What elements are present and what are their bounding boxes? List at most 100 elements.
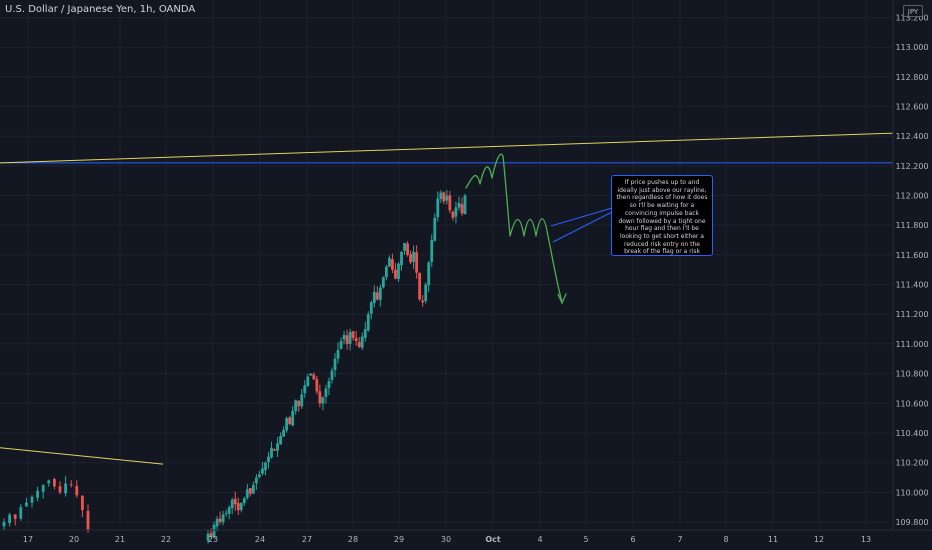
candle-body — [397, 263, 400, 279]
time-tick-label: 4 — [537, 535, 542, 544]
candle-body — [58, 486, 62, 493]
candle — [294, 399, 298, 415]
candle-body — [264, 462, 267, 470]
candle — [285, 416, 289, 433]
candle-body — [424, 284, 428, 301]
candle — [372, 285, 376, 308]
candle — [282, 426, 286, 438]
candle-body — [312, 374, 316, 380]
candle — [457, 196, 461, 211]
candle — [248, 487, 252, 497]
candle — [300, 388, 304, 409]
candle-body — [351, 331, 355, 338]
candle — [236, 497, 240, 515]
candle-body — [81, 495, 84, 511]
currency-badge[interactable]: JPY — [903, 5, 923, 17]
candle-body — [442, 192, 446, 202]
candle-body — [448, 195, 452, 211]
candle-body — [276, 443, 279, 451]
rising-trendline — [0, 132, 894, 164]
candle — [215, 515, 219, 532]
candle-body — [251, 484, 255, 494]
candle-body — [279, 435, 282, 445]
candle — [463, 193, 467, 215]
candle — [357, 336, 361, 349]
candle-body — [421, 300, 425, 303]
candle-body — [430, 240, 434, 262]
candle — [403, 242, 406, 255]
candle-body — [41, 484, 45, 492]
candle — [375, 286, 379, 301]
candle-body — [394, 269, 397, 279]
price-tick-label: 110.800 — [895, 370, 928, 379]
candle-body — [454, 207, 458, 217]
candle — [221, 510, 225, 526]
candle — [64, 476, 67, 497]
time-tick-label: 5 — [583, 535, 588, 544]
candles — [2, 190, 467, 544]
candle — [454, 201, 458, 224]
candle — [258, 471, 261, 479]
time-tick-label: 30 — [441, 535, 451, 544]
candle-body — [318, 391, 322, 404]
candle — [366, 311, 370, 332]
candle-body — [288, 417, 292, 425]
time-tick-label: 12 — [814, 535, 824, 544]
candle-body — [2, 522, 6, 527]
time-tick-label: 6 — [630, 535, 635, 544]
candle-body — [415, 252, 419, 273]
time-tick-label: 22 — [161, 535, 171, 544]
candle-body — [245, 489, 249, 498]
candle — [412, 245, 416, 269]
candle-body — [403, 243, 406, 251]
price-tick-label: 110.600 — [895, 399, 928, 408]
candle — [239, 502, 243, 513]
candle-body — [433, 217, 437, 241]
candle-body — [409, 254, 412, 263]
candle-body — [233, 498, 237, 505]
candle-body — [357, 341, 361, 347]
candle-body — [206, 533, 210, 541]
candle — [391, 253, 394, 274]
candle — [273, 448, 276, 451]
candle-body — [209, 533, 213, 537]
time-tick-label: 28 — [348, 535, 358, 544]
lower-trendline — [0, 447, 164, 465]
candle — [251, 481, 255, 495]
candle — [436, 191, 440, 222]
price-tick-label: 112.600 — [895, 102, 928, 111]
time-tick-label: Oct — [485, 535, 501, 544]
candle-body — [445, 195, 449, 201]
candle-body — [457, 202, 461, 208]
candle — [430, 234, 434, 268]
candle — [345, 329, 349, 350]
candle — [384, 264, 388, 281]
candle-body — [439, 192, 443, 199]
candle — [333, 352, 337, 377]
candle-body — [354, 338, 358, 341]
candle — [279, 432, 282, 445]
candle — [30, 495, 34, 508]
candle — [25, 497, 28, 507]
candle-body — [19, 507, 23, 519]
candle — [445, 190, 449, 205]
candle — [397, 262, 400, 282]
candle — [245, 483, 249, 500]
candle — [19, 504, 23, 521]
candle-body — [30, 496, 34, 503]
candle-body — [303, 385, 307, 394]
candle-body — [336, 349, 340, 359]
candle-body — [451, 211, 455, 218]
candle-body — [412, 251, 416, 262]
chart-title: U.S. Dollar / Japanese Yen, 1h, OANDA — [5, 4, 196, 15]
annotation-callout[interactable]: If price pushes up to and ideally just a… — [611, 175, 713, 256]
candle-body — [224, 513, 228, 515]
candle — [254, 474, 258, 490]
candle — [303, 380, 307, 398]
candle-body — [378, 287, 382, 300]
candle-body — [285, 418, 289, 431]
candle-body — [375, 292, 379, 300]
candle — [312, 372, 316, 380]
